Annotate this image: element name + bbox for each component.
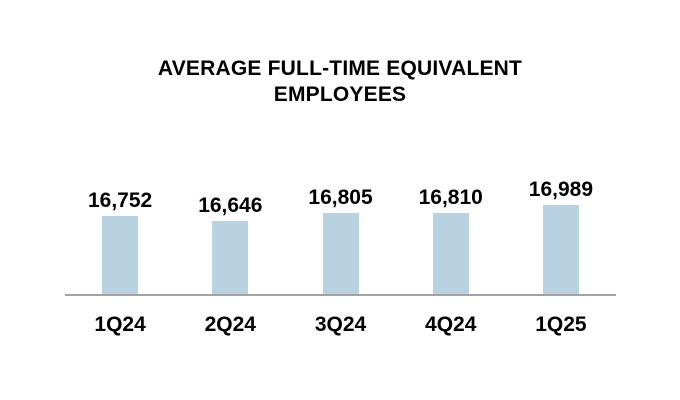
bar-column-1q24: 16,752 <box>65 0 175 296</box>
bar-column-2q24: 16,646 <box>175 0 285 296</box>
chart-title-line-1: AVERAGE FULL-TIME EQUIVALENT <box>157 57 523 80</box>
bar-4q24 <box>432 213 469 296</box>
x-axis-label-3q24: 3Q24 <box>314 313 367 336</box>
x-axis-label-1q24: 1Q24 <box>94 313 146 336</box>
x-axis-label-2q24: 2Q24 <box>204 313 256 336</box>
chart-title: AVERAGE FULL-TIME EQUIVALENT EMPLOYEES <box>0 56 680 108</box>
x-axis-labels: 1Q24 2Q24 3Q24 4Q24 1Q25 <box>65 312 616 338</box>
bar-column-4q24: 16,810 <box>396 0 506 296</box>
bar-1q24 <box>102 216 139 296</box>
bar-value-label: 16,646 <box>198 194 263 217</box>
bar-column-1q25: 16,989 <box>506 0 616 296</box>
plot-area: 16,752 16,646 16,805 16,810 16,989 1Q <box>65 0 616 400</box>
bar-3q24 <box>322 213 359 296</box>
x-axis-line <box>65 294 616 296</box>
x-axis-label-1q25: 1Q25 <box>535 313 587 336</box>
bars-area: 16,752 16,646 16,805 16,810 16,989 <box>65 0 616 296</box>
chart-title-line-2: EMPLOYEES <box>273 83 407 106</box>
bar-value-label: 16,805 <box>308 186 373 209</box>
bar-value-label: 16,752 <box>87 189 153 212</box>
bar-value-label: 16,989 <box>528 178 594 201</box>
bar-2q24 <box>212 221 249 296</box>
bar-1q25 <box>542 205 579 296</box>
bar-column-3q24: 16,805 <box>285 0 395 296</box>
bar-value-label: 16,810 <box>418 186 483 209</box>
x-axis-label-4q24: 4Q24 <box>425 313 477 336</box>
